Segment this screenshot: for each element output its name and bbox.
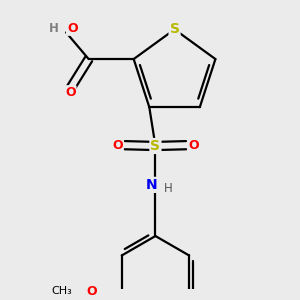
Text: O: O: [65, 86, 76, 99]
Text: H: H: [49, 22, 59, 35]
Text: CH₃: CH₃: [52, 286, 72, 296]
Text: O: O: [67, 22, 78, 35]
Text: S: S: [150, 139, 161, 153]
Text: O: O: [188, 139, 199, 152]
Text: S: S: [169, 22, 180, 36]
Text: O: O: [112, 139, 123, 152]
Text: H: H: [164, 182, 173, 195]
Text: N: N: [146, 178, 157, 192]
Text: O: O: [86, 285, 97, 298]
